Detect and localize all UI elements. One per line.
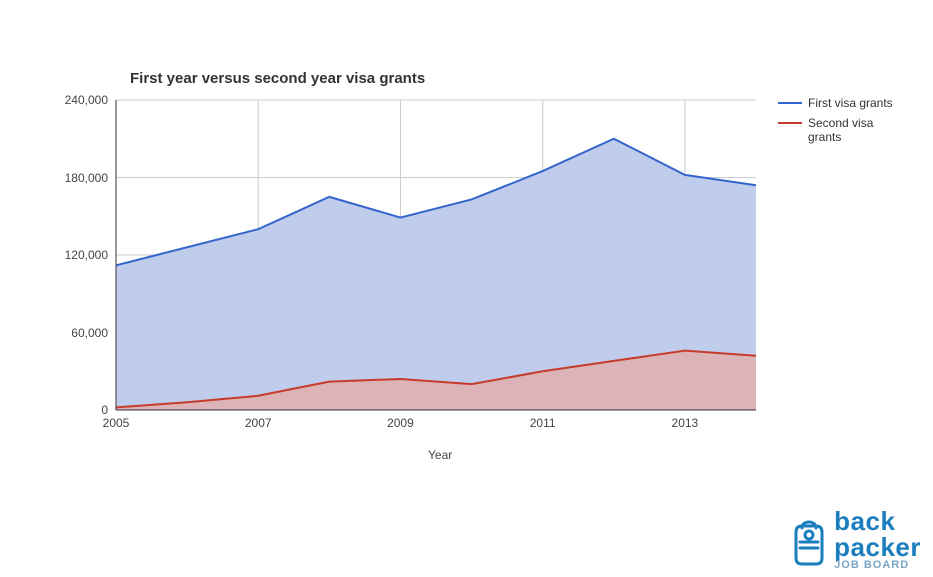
backpack-icon [788,514,830,566]
legend-swatch-first [778,102,802,104]
legend-label-first: First visa grants [808,96,893,110]
y-tick-label: 180,000 [48,171,108,185]
logo-tagline: JOB BOARD [834,560,921,571]
brand-logo: back packer JOB BOARD [788,508,921,571]
x-axis-title: Year [428,448,452,462]
x-tick-label: 2013 [672,416,699,430]
x-tick-label: 2009 [387,416,414,430]
y-tick-label: 0 [48,403,108,417]
y-tick-label: 60,000 [48,326,108,340]
legend-swatch-second [778,122,802,124]
y-tick-label: 120,000 [48,248,108,262]
chart-title: First year versus second year visa grant… [130,70,425,87]
x-tick-label: 2005 [103,416,130,430]
legend-item-second: Second visa grants [778,116,893,144]
logo-text-line2: packer [834,534,921,560]
x-tick-label: 2007 [245,416,272,430]
chart-svg [116,100,756,410]
logo-text-line1: back [834,508,921,534]
chart-plot-area: 060,000120,000180,000240,000200520072009… [116,100,756,410]
legend-label-second: Second visa grants [808,116,873,144]
legend-item-first: First visa grants [778,96,893,110]
x-tick-label: 2011 [530,416,556,430]
legend: First visa grants Second visa grants [778,96,893,150]
y-tick-label: 240,000 [48,93,108,107]
